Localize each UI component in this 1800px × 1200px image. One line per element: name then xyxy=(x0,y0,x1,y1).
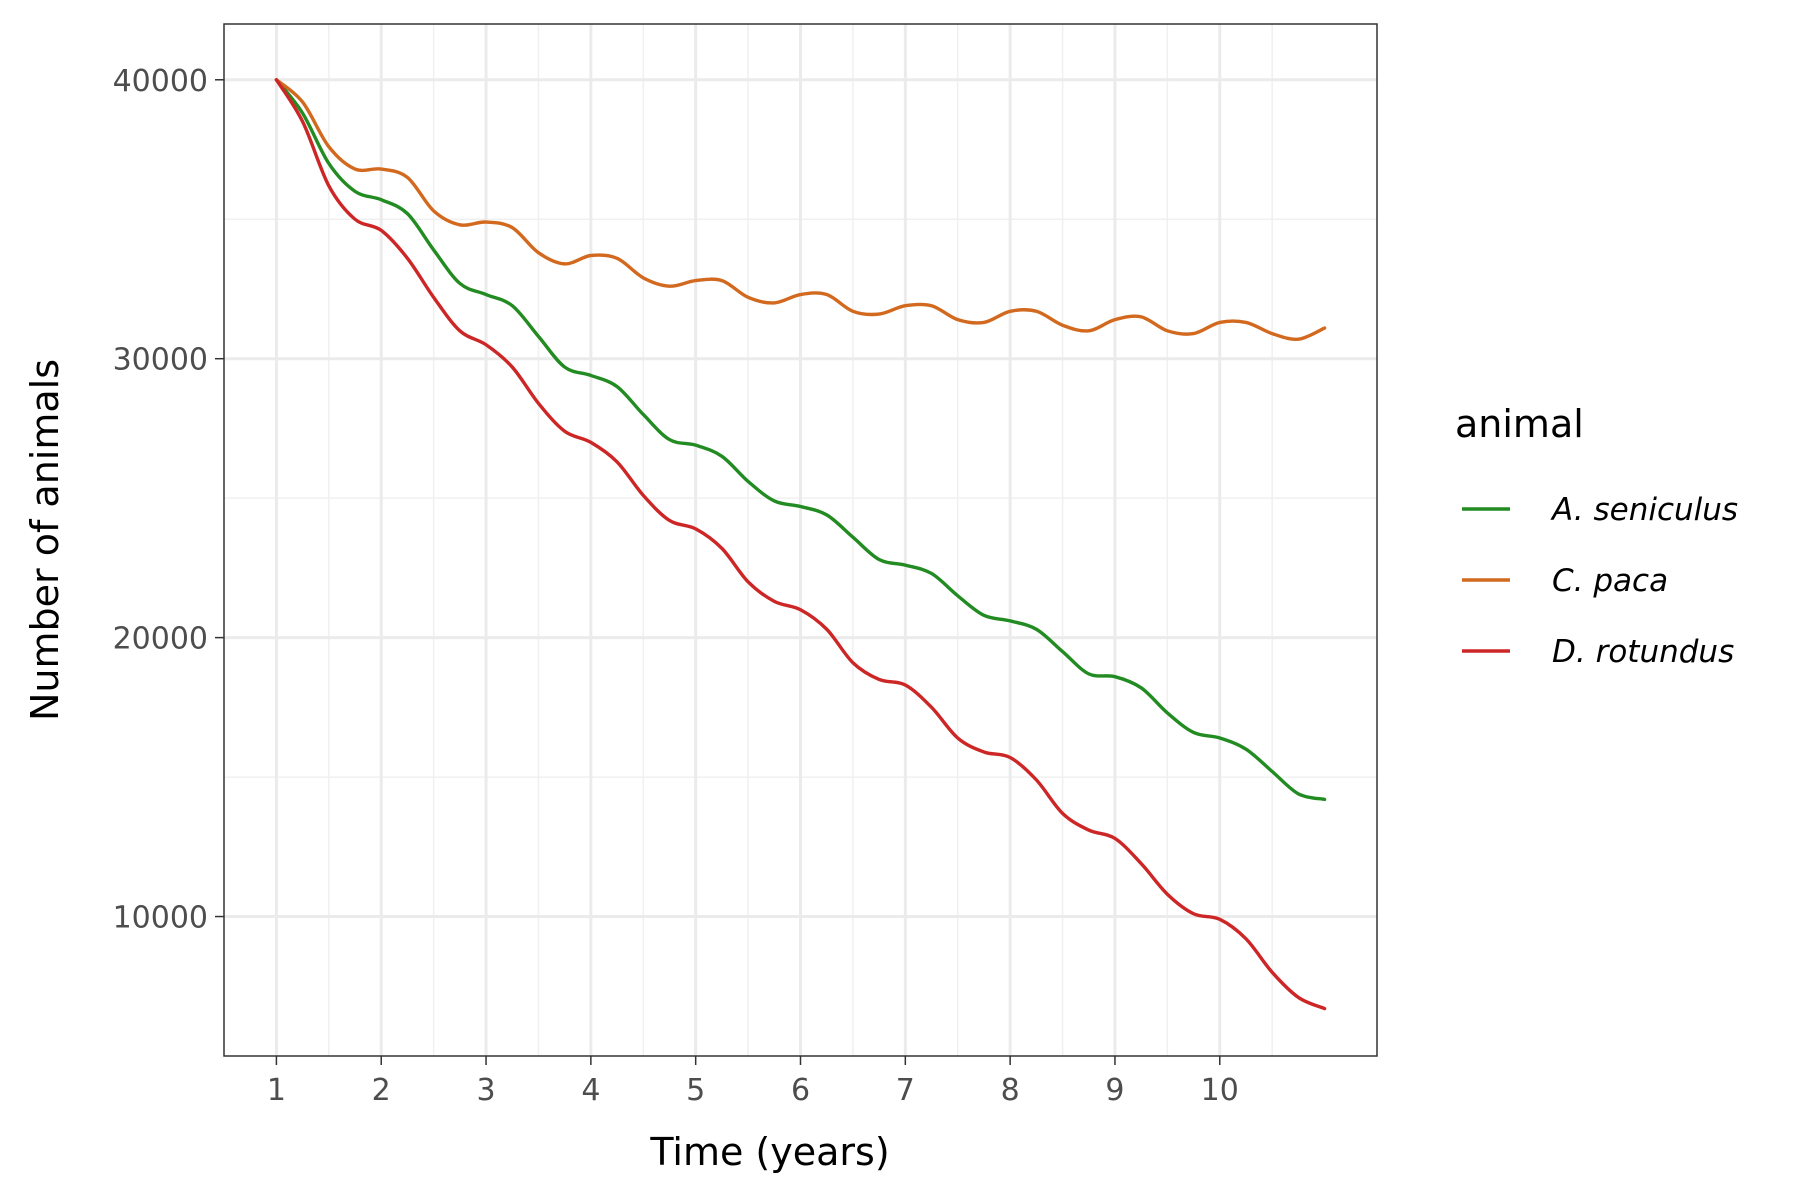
y-tick-label: 30000 xyxy=(113,343,208,378)
x-tick-label: 10 xyxy=(1201,1073,1239,1108)
axes: 1 2 3 4 5 6 7 8 9 10 10000 20000 30000 40000 xyxy=(113,64,1239,1108)
series-line-a-seniculus xyxy=(274,78,1327,802)
legend-label-a-seniculus: A. seniculus xyxy=(1550,492,1738,528)
legend-title: animal xyxy=(1455,402,1584,446)
grid xyxy=(224,24,1377,1056)
x-tick-label: 8 xyxy=(1001,1073,1020,1108)
x-tick-label: 5 xyxy=(686,1073,705,1108)
series-line-c-paca xyxy=(274,78,1327,342)
x-tick-label: 6 xyxy=(791,1073,810,1108)
legend-items: A. seniculus C. paca D. rotundus xyxy=(1462,492,1738,670)
x-axis-title: Time (years) xyxy=(649,1130,889,1174)
legend-label-d-rotundus: D. rotundus xyxy=(1552,634,1734,670)
x-tick-label: 4 xyxy=(581,1073,600,1108)
y-tick-label: 20000 xyxy=(113,622,208,657)
x-tick-label: 7 xyxy=(896,1073,915,1108)
y-tick-label: 40000 xyxy=(113,64,208,99)
x-tick-label: 1 xyxy=(267,1073,286,1108)
x-tick-label: 9 xyxy=(1105,1073,1124,1108)
y-axis-title: Number of animals xyxy=(23,359,67,721)
y-tick-label: 10000 xyxy=(113,901,208,936)
x-tick-label: 3 xyxy=(476,1073,495,1108)
series-line-d-rotundus xyxy=(274,78,1327,1011)
legend: animal A. seniculus C. paca D. rotundus xyxy=(1455,402,1738,670)
legend-label-c-paca: C. paca xyxy=(1552,563,1668,599)
x-tick-label: 2 xyxy=(372,1073,391,1108)
series-lines xyxy=(274,78,1327,1011)
